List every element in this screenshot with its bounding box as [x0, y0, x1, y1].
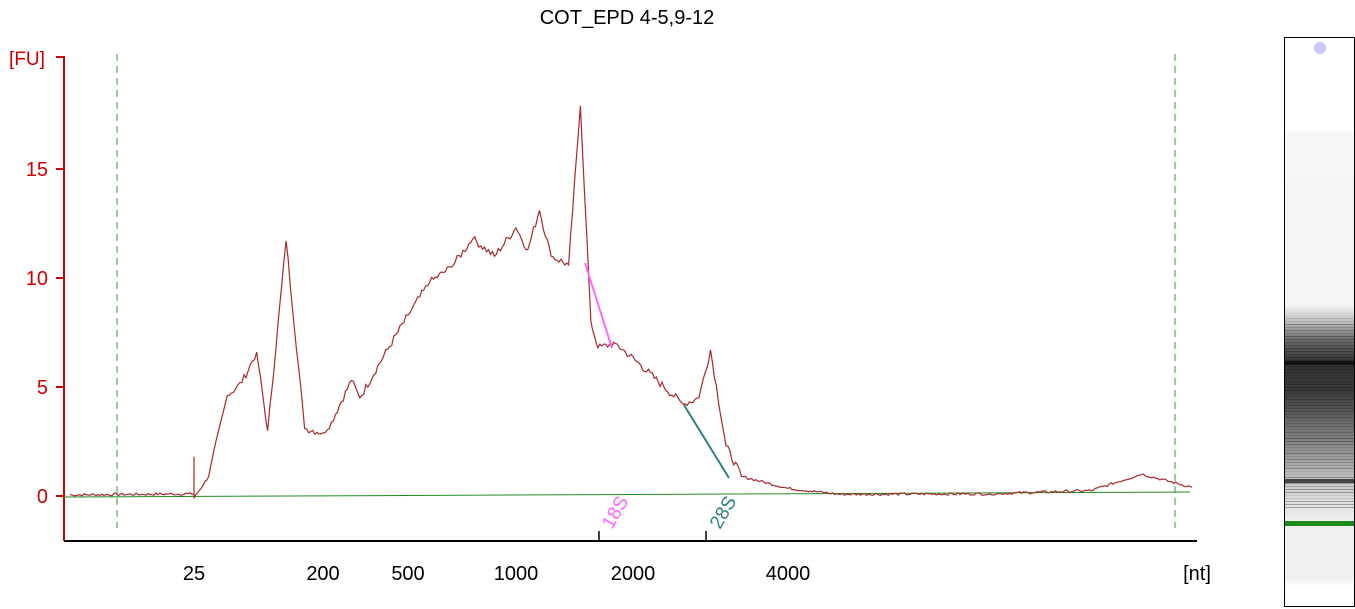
lane-stripe	[1285, 390, 1354, 391]
x-tick-label: 1000	[494, 563, 539, 585]
x-tick-label: 500	[391, 563, 424, 585]
lane-stripe	[1285, 354, 1354, 355]
y-tick-label: 10	[26, 268, 48, 290]
lane-stripe	[1285, 444, 1354, 445]
fluorescence-trace	[69, 105, 1193, 499]
lane-stripe	[1285, 429, 1354, 430]
lane-stripe	[1285, 495, 1354, 496]
lane-stripe	[1285, 336, 1354, 337]
lane-stripe	[1285, 399, 1354, 400]
lane-stripe	[1285, 459, 1354, 460]
lane-stripe	[1285, 366, 1354, 367]
x-tick-label: 4000	[766, 563, 811, 585]
lane-stripe	[1285, 375, 1354, 376]
lane-stripe	[1285, 486, 1354, 487]
lane-stripe	[1285, 360, 1354, 361]
lane-stripe	[1285, 462, 1354, 463]
gel-lane-bands	[1285, 38, 1354, 606]
y-axis-label: [FU]	[9, 49, 45, 70]
lane-stripe	[1285, 474, 1354, 475]
lane-stripe	[1285, 393, 1354, 394]
lane-stripe	[1285, 408, 1354, 409]
baseline-line	[63, 491, 1191, 498]
lane-stripe	[1285, 381, 1354, 382]
lane-stripe	[1285, 438, 1354, 439]
lane-stripe	[1285, 342, 1354, 343]
lane-stripe	[1285, 372, 1354, 373]
lane-stripe	[1285, 465, 1354, 466]
lane-top-marker	[1314, 42, 1326, 54]
peak-28S-fit-line	[683, 404, 730, 479]
lane-stripe	[1285, 405, 1354, 406]
lane-stripe	[1285, 402, 1354, 403]
x-tick-label: 2000	[611, 563, 656, 585]
x-axis-ticks: 25 200 500 1000 2000 4000	[183, 563, 810, 585]
lane-stripe	[1285, 426, 1354, 427]
lane-stripe	[1285, 501, 1354, 502]
lane-stripe	[1285, 339, 1354, 340]
lane-stripe	[1285, 357, 1354, 358]
lane-stripe	[1285, 396, 1354, 397]
lane-stripe	[1285, 327, 1354, 328]
lane-stripe	[1285, 321, 1354, 322]
x-axis-label: [nt]	[1183, 563, 1211, 585]
lane-stripe	[1285, 504, 1354, 505]
lane-band-18S	[1285, 361, 1354, 365]
lane-stripe	[1285, 423, 1354, 424]
lane-stripe	[1285, 378, 1354, 379]
y-tick-label: 5	[37, 377, 48, 399]
lane-stripe	[1285, 477, 1354, 478]
lane-stripe	[1285, 492, 1354, 493]
lane-lower-marker-band	[1285, 521, 1354, 526]
lane-stripe	[1285, 432, 1354, 433]
x-tick-label: 200	[306, 563, 339, 585]
lane-stripe	[1285, 471, 1354, 472]
lane-stripe	[1285, 450, 1354, 451]
lane-band-28S	[1285, 479, 1354, 483]
lane-stripe	[1285, 348, 1354, 349]
lane-stripe	[1285, 387, 1354, 388]
lane-stripe	[1285, 345, 1354, 346]
lane-stripe	[1285, 411, 1354, 412]
lane-stripe	[1285, 447, 1354, 448]
y-tick-label: 0	[37, 486, 48, 508]
lane-stripe	[1285, 414, 1354, 415]
peak-28S-label: 28S	[706, 493, 741, 533]
lane-stripe	[1285, 498, 1354, 499]
chart-title: COT_EPD 4-5,9-12	[540, 7, 715, 29]
lane-stripe	[1285, 453, 1354, 454]
y-axis-ticks: 0 5 10 15	[26, 56, 64, 508]
lane-stripe	[1285, 441, 1354, 442]
y-tick-label: 15	[26, 159, 48, 181]
lane-stripe	[1285, 330, 1354, 331]
electropherogram-chart: COT_EPD 4-5,9-12 [FU] 0 5 10 15 25 200 500 100…	[9, 7, 1211, 585]
lane-stripe	[1285, 384, 1354, 385]
lane-stripe	[1285, 351, 1354, 352]
lane-stripe	[1285, 420, 1354, 421]
peak-18S-label: 18S	[598, 493, 633, 533]
gel-lane-image	[1284, 37, 1355, 607]
lane-stripe	[1285, 507, 1354, 508]
lane-stripe	[1285, 369, 1354, 370]
lane-stripe	[1285, 417, 1354, 418]
lane-stripe	[1285, 456, 1354, 457]
lane-stripe	[1285, 483, 1354, 484]
lane-stripe	[1285, 435, 1354, 436]
x-tick-label: 25	[183, 563, 205, 585]
lane-stripe	[1285, 318, 1354, 319]
lane-stripe	[1285, 333, 1354, 334]
lane-stripe	[1285, 468, 1354, 469]
lane-stripe	[1285, 489, 1354, 490]
peak-18S-fit-line	[584, 262, 613, 349]
lane-stripe	[1285, 324, 1354, 325]
